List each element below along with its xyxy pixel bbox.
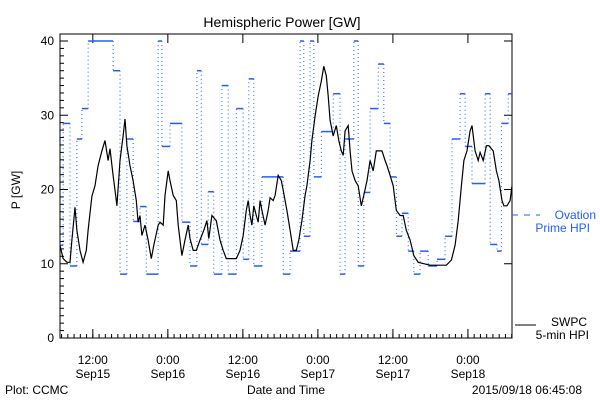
- legend-ovation-label-2: Prime HPI: [535, 221, 590, 235]
- plot-credit: Plot: CCMC: [5, 383, 69, 397]
- x-tick-time-label: 0:00: [456, 353, 480, 367]
- x-tick-date-label: Sep17: [376, 367, 411, 381]
- x-tick-time-label: 12:00: [378, 353, 408, 367]
- legend-swpc: SWPC 5-min HPI: [515, 315, 589, 342]
- y-tick-label: 10: [41, 257, 55, 271]
- series-marks: [59, 40, 513, 275]
- y-tick-label: 0: [47, 331, 54, 345]
- x-tick-time-label: 0:00: [306, 353, 330, 367]
- plot-frame: [59, 33, 513, 339]
- y-tick-label: 40: [41, 34, 55, 48]
- x-tick-date-label: Sep18: [451, 367, 486, 381]
- x-tick-date-label: Sep16: [150, 367, 185, 381]
- plot-timestamp: 2015/09/18 06:45:08: [472, 383, 582, 397]
- ticks: 01020304012:00Sep150:00Sep1612:00Sep160:…: [41, 34, 513, 381]
- x-tick-date-label: Sep16: [226, 367, 261, 381]
- axes: [59, 33, 513, 339]
- legend-ovation-label-1: Ovation: [555, 208, 596, 222]
- x-tick-time-label: 12:00: [228, 353, 258, 367]
- x-tick-date-label: Sep15: [75, 367, 110, 381]
- swpc-line: [59, 66, 513, 266]
- chart-title: Hemispheric Power [GW]: [203, 14, 360, 30]
- x-tick-date-label: Sep17: [301, 367, 336, 381]
- legend-swpc-label-1: SWPC: [551, 315, 587, 329]
- y-tick-label: 20: [41, 183, 55, 197]
- legend-ovation: Ovation Prime HPI: [512, 208, 596, 235]
- x-axis-label: Date and Time: [247, 383, 325, 397]
- x-tick-time-label: 12:00: [78, 353, 108, 367]
- y-axis-label: P [GW]: [9, 171, 23, 209]
- legend-swpc-label-2: 5-min HPI: [536, 328, 589, 342]
- y-tick-label: 30: [41, 108, 55, 122]
- x-tick-time-label: 0:00: [156, 353, 180, 367]
